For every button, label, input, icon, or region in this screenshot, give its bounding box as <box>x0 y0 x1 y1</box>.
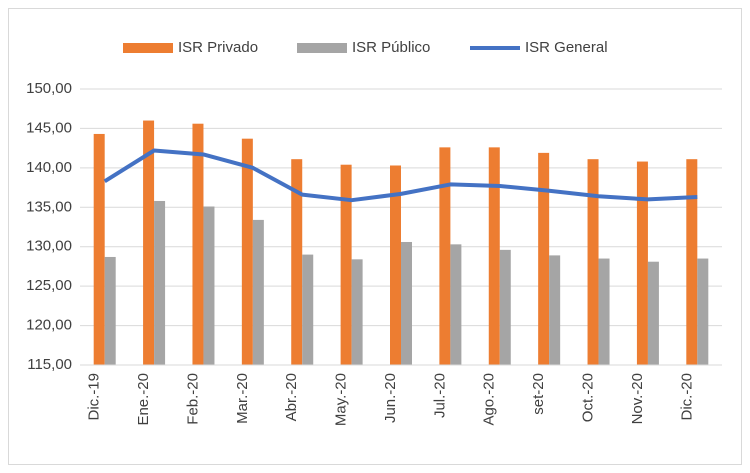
y-tick-label: 150,00 <box>26 80 72 97</box>
x-tick-label: Dic.-20 <box>678 373 695 421</box>
bar <box>192 123 204 365</box>
x-tick-label: set-20 <box>530 373 547 415</box>
bar <box>499 249 511 365</box>
bar <box>538 152 550 365</box>
bar <box>340 164 352 365</box>
x-tick-label: Abr.-20 <box>283 373 300 421</box>
bar <box>598 258 610 365</box>
x-tick-label: May.-20 <box>333 373 350 426</box>
x-tick-label: Ene.-20 <box>135 373 152 426</box>
y-tick-label: 135,00 <box>26 198 72 215</box>
bar <box>104 256 116 365</box>
x-tick-label: Feb.-20 <box>184 373 201 425</box>
y-tick-label: 115,00 <box>27 356 72 373</box>
bar <box>252 219 264 365</box>
x-tick-label: Dic.-19 <box>86 373 103 421</box>
bar <box>154 200 166 365</box>
x-tick-label: Jul.-20 <box>431 373 448 418</box>
y-tick-label: 130,00 <box>26 238 72 255</box>
legend-swatch <box>123 43 173 53</box>
y-tick-label: 125,00 <box>26 277 72 294</box>
x-tick-label: Ago.-20 <box>481 373 498 426</box>
bar <box>203 206 215 365</box>
line <box>103 148 698 203</box>
bar <box>143 120 155 366</box>
bar <box>697 258 709 365</box>
x-tick-label: Jun.-20 <box>382 373 399 423</box>
x-tick-label: Oct.-20 <box>580 373 597 422</box>
bar <box>241 138 253 365</box>
x-tick-label: Mar.-20 <box>234 373 251 424</box>
legend-label: ISR General <box>525 39 608 56</box>
y-tick-label: 145,00 <box>26 119 72 136</box>
bar <box>686 159 698 365</box>
bar <box>450 244 462 365</box>
legend-label: ISR Privado <box>178 39 258 56</box>
x-tick-label: Nov.-20 <box>629 373 646 424</box>
bar <box>647 261 659 365</box>
bar <box>636 161 648 365</box>
bar <box>351 259 363 365</box>
chart-border <box>8 8 742 465</box>
bar <box>401 241 412 365</box>
bar <box>488 147 500 365</box>
bar <box>93 133 105 365</box>
bar <box>549 255 561 365</box>
bar <box>587 159 599 365</box>
legend-label: ISR Público <box>352 39 430 56</box>
legend-swatch <box>297 43 347 53</box>
bar <box>439 147 451 365</box>
bar <box>390 165 401 365</box>
y-tick-label: 120,00 <box>26 317 72 334</box>
bar <box>291 159 303 365</box>
y-tick-label: 140,00 <box>26 159 72 176</box>
bar <box>302 254 314 365</box>
